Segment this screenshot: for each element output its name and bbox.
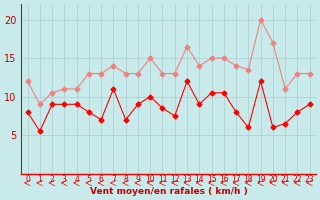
X-axis label: Vent moyen/en rafales ( km/h ): Vent moyen/en rafales ( km/h ) xyxy=(90,187,247,196)
